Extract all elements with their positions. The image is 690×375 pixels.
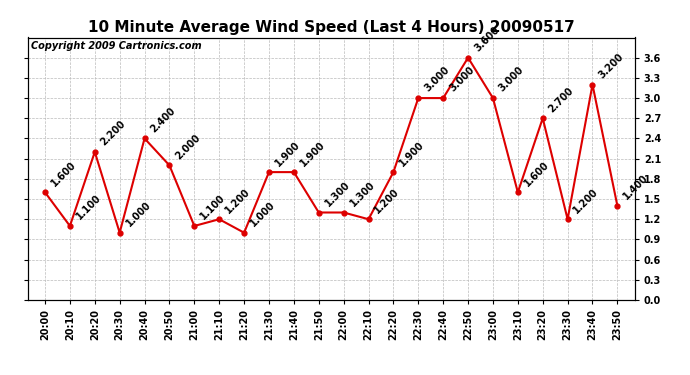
Text: 1.200: 1.200 xyxy=(373,186,402,215)
Text: 2.200: 2.200 xyxy=(99,119,128,148)
Title: 10 Minute Average Wind Speed (Last 4 Hours) 20090517: 10 Minute Average Wind Speed (Last 4 Hou… xyxy=(88,20,575,35)
Text: 2.700: 2.700 xyxy=(547,85,575,114)
Text: 1.200: 1.200 xyxy=(572,186,600,215)
Text: 1.000: 1.000 xyxy=(124,200,152,228)
Text: 2.400: 2.400 xyxy=(149,105,177,134)
Text: 1.200: 1.200 xyxy=(224,186,253,215)
Text: 1.900: 1.900 xyxy=(397,139,426,168)
Text: 3.000: 3.000 xyxy=(422,65,451,94)
Text: 3.000: 3.000 xyxy=(447,65,476,94)
Text: 1.600: 1.600 xyxy=(522,159,551,188)
Text: 1.900: 1.900 xyxy=(273,139,302,168)
Text: 1.100: 1.100 xyxy=(74,193,103,222)
Text: 3.200: 3.200 xyxy=(597,52,625,81)
Text: 1.900: 1.900 xyxy=(298,139,327,168)
Text: Copyright 2009 Cartronics.com: Copyright 2009 Cartronics.com xyxy=(30,42,201,51)
Text: 1.300: 1.300 xyxy=(348,180,377,209)
Text: 1.100: 1.100 xyxy=(199,193,227,222)
Text: 3.000: 3.000 xyxy=(497,65,526,94)
Text: 1.600: 1.600 xyxy=(49,159,78,188)
Text: 1.000: 1.000 xyxy=(248,200,277,228)
Text: 3.600: 3.600 xyxy=(472,25,501,54)
Text: 1.400: 1.400 xyxy=(622,173,651,202)
Text: 1.300: 1.300 xyxy=(323,180,352,209)
Text: 2.000: 2.000 xyxy=(174,132,202,161)
